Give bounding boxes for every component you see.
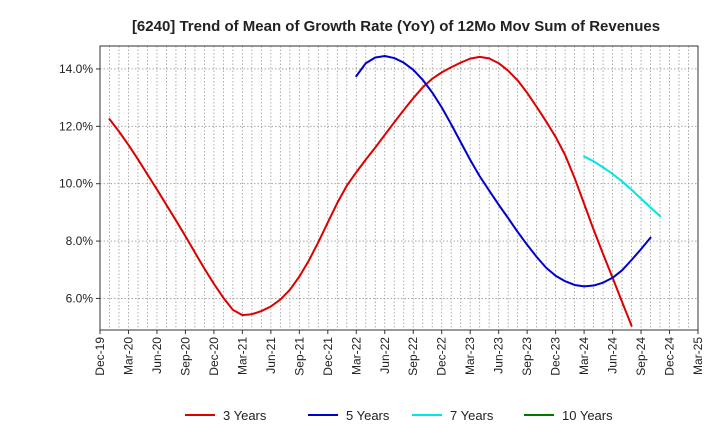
y-tick-label: 14.0% <box>59 62 93 76</box>
x-tick-label: Jun-23 <box>492 337 506 374</box>
x-tick-label: Dec-19 <box>93 337 107 376</box>
x-tick-label: Dec-22 <box>435 337 449 376</box>
y-tick-label: 10.0% <box>59 177 93 191</box>
x-tick-label: Jun-21 <box>264 337 278 374</box>
x-tick-label: Mar-20 <box>121 337 135 375</box>
series-line-5-years <box>355 55 652 288</box>
legend: 3 Years 5 Years 7 Years 10 Years <box>185 408 613 423</box>
x-tick-label: Sep-24 <box>634 337 648 376</box>
x-tick-label: Dec-20 <box>207 337 221 376</box>
x-tick-label: Sep-21 <box>292 337 306 376</box>
plot-frame <box>99 45 699 331</box>
y-tick-label: 6.0% <box>66 291 94 305</box>
x-tick-label: Mar-23 <box>463 337 477 375</box>
x-tick-label: Dec-24 <box>663 337 677 376</box>
x-tick-label: Jun-24 <box>606 337 620 374</box>
x-tick-label: Sep-22 <box>406 337 420 376</box>
y-tick-label: 8.0% <box>66 234 94 248</box>
x-tick-label: Dec-21 <box>321 337 335 376</box>
grid-layer <box>100 46 698 330</box>
x-tick-label: Mar-21 <box>235 337 249 375</box>
series-layer <box>108 55 662 327</box>
x-tick-label: Jun-22 <box>378 337 392 374</box>
legend-label-7-years: 7 Years <box>450 408 494 423</box>
x-tick-label: Sep-20 <box>178 337 192 376</box>
legend-label-5-years: 5 Years <box>346 408 390 423</box>
x-tick-label: Dec-23 <box>549 337 563 376</box>
series-line-7-years <box>583 155 662 218</box>
y-axis: 6.0% 8.0% 10.0% 12.0% 14.0% <box>59 62 100 305</box>
x-tick-label: Sep-23 <box>520 337 534 376</box>
x-tick-label: Jun-20 <box>150 337 164 374</box>
x-tick-label: Mar-22 <box>349 337 363 375</box>
chart-title: [6240] Trend of Mean of Growth Rate (YoY… <box>132 18 660 35</box>
series-line-3-years <box>108 55 633 327</box>
legend-label-3-years: 3 Years <box>223 408 267 423</box>
y-tick-label: 12.0% <box>59 119 93 133</box>
legend-label-10-years: 10 Years <box>562 408 613 423</box>
x-tick-label: Mar-24 <box>577 337 591 375</box>
x-tick-label: Mar-25 <box>691 337 705 375</box>
x-axis: Dec-19 Mar-20 Jun-20 Sep-20 Dec-20 Mar-21 Jun-… <box>93 330 705 376</box>
